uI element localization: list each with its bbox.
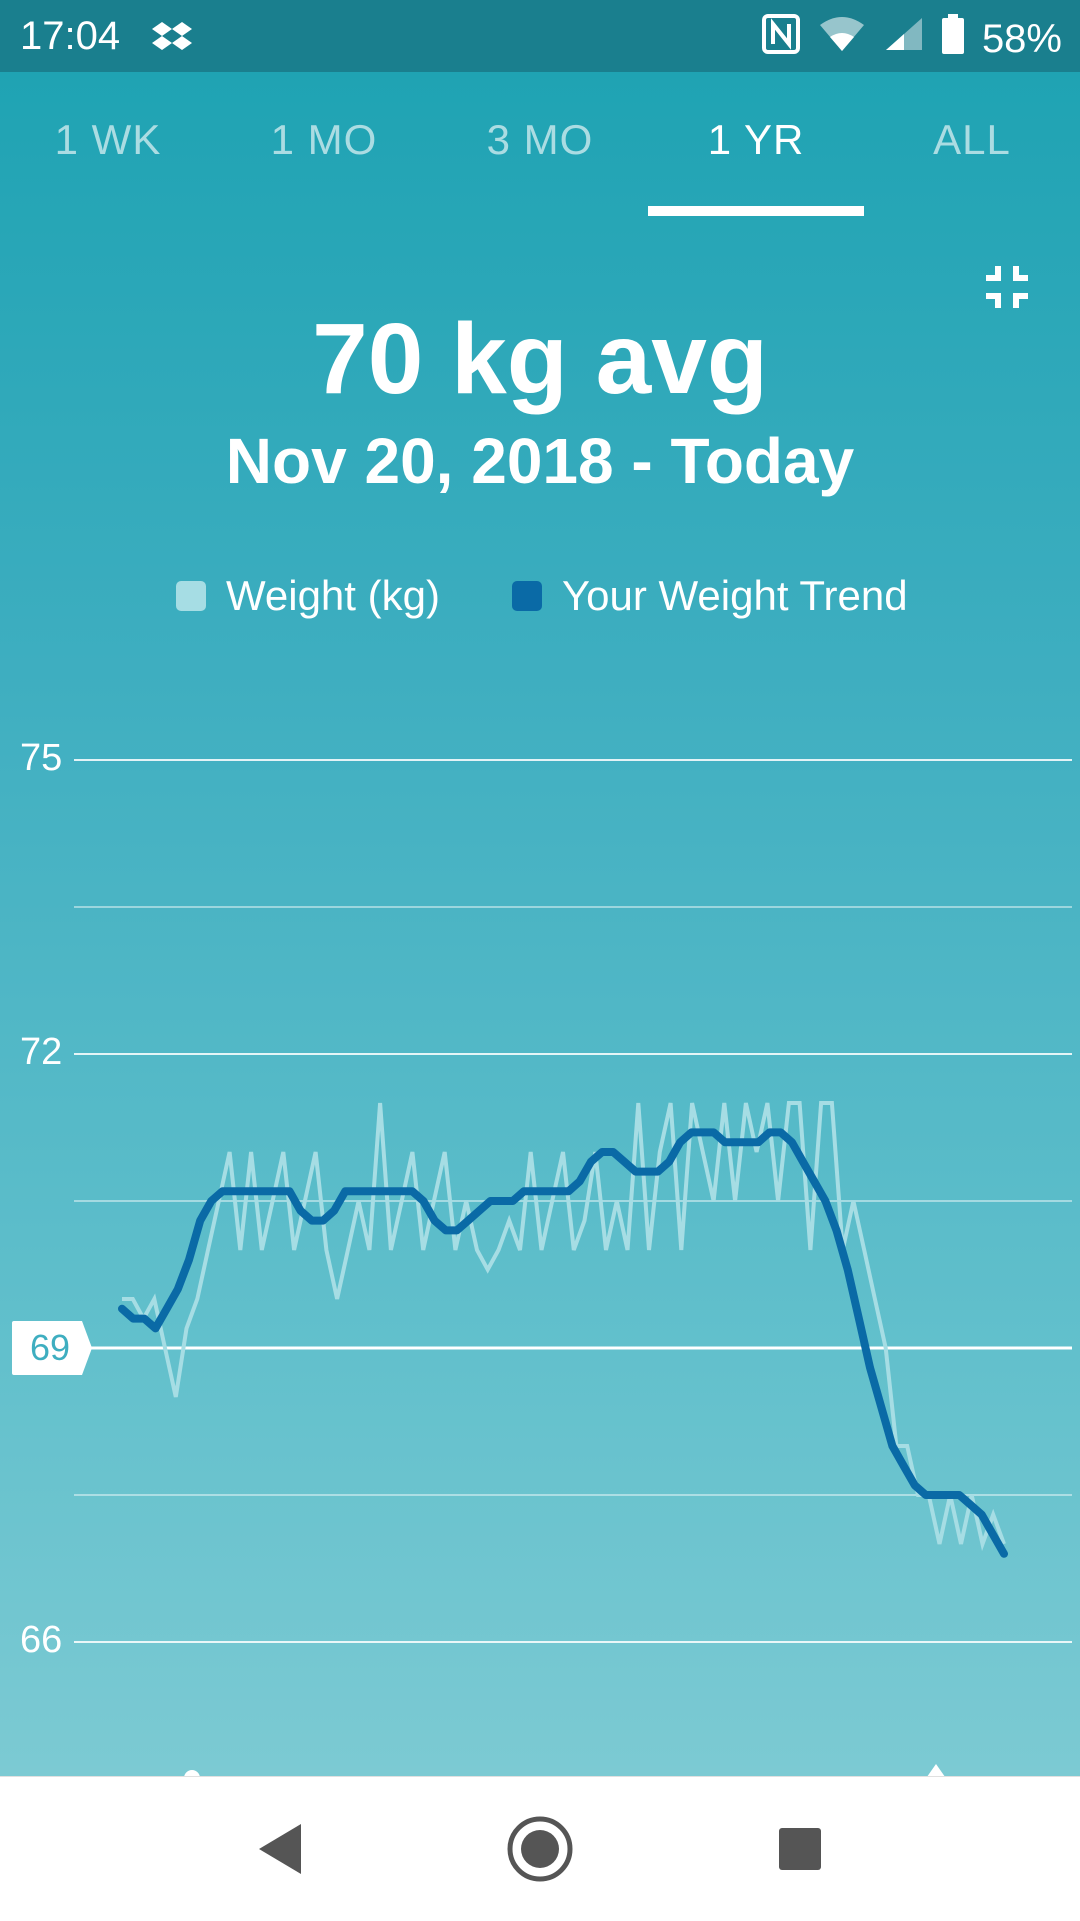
weight-screen: 1 WK 1 MO 3 MO 1 YR ALL 70 kg avg Nov 20… [0, 72, 1080, 1837]
android-nav-bar [0, 1776, 1080, 1921]
legend-weight: Weight (kg) [176, 572, 440, 620]
highlight-y-marker: 69 [12, 1321, 92, 1375]
legend-trend-label: Your Weight Trend [562, 572, 908, 619]
home-icon[interactable] [480, 1777, 600, 1921]
trend-series-line [118, 1128, 1008, 1558]
signal-icon [884, 16, 924, 62]
battery-icon [941, 14, 964, 64]
weight-series-line [122, 1101, 1006, 1552]
y-tick-label: 75 [20, 737, 62, 779]
back-icon[interactable] [220, 1777, 340, 1921]
tab-3-mo[interactable]: 3 MO [486, 116, 594, 163]
tab-1-yr[interactable]: 1 YR [707, 116, 805, 163]
chart-legend: Weight (kg) Your Weight Trend [0, 572, 1080, 632]
average-weight: 70 kg avg [312, 303, 768, 415]
dropbox-icon [152, 20, 192, 59]
legend-trend: Your Weight Trend [512, 572, 908, 620]
wifi-icon [818, 15, 866, 63]
tab-1-mo[interactable]: 1 MO [270, 116, 378, 163]
range-tabs: 1 WK 1 MO 3 MO 1 YR ALL [0, 72, 1080, 222]
status-time: 17:04 [20, 14, 121, 58]
legend-trend-swatch [512, 581, 542, 611]
active-tab-indicator [648, 206, 864, 216]
legend-weight-label: Weight (kg) [226, 572, 440, 619]
status-icons: 58% [761, 14, 1062, 64]
recents-icon[interactable] [740, 1777, 860, 1921]
y-axis: 75 72 69 66 [12, 737, 92, 1661]
tab-1-wk[interactable]: 1 WK [54, 116, 162, 163]
y-tick-label: 69 [30, 1327, 70, 1368]
legend-weight-swatch [176, 581, 206, 611]
y-tick-label: 72 [20, 1031, 62, 1073]
chart-grid [74, 759, 1072, 1643]
nfc-icon [761, 14, 800, 64]
battery-percent: 58% [981, 16, 1062, 61]
y-tick-label: 66 [20, 1619, 62, 1661]
date-range: Nov 20, 2018 - Today [225, 425, 855, 497]
status-bar: 17:04 58% [0, 0, 1080, 72]
collapse-icon[interactable] [982, 262, 1032, 312]
tab-all[interactable]: ALL [933, 116, 1011, 163]
